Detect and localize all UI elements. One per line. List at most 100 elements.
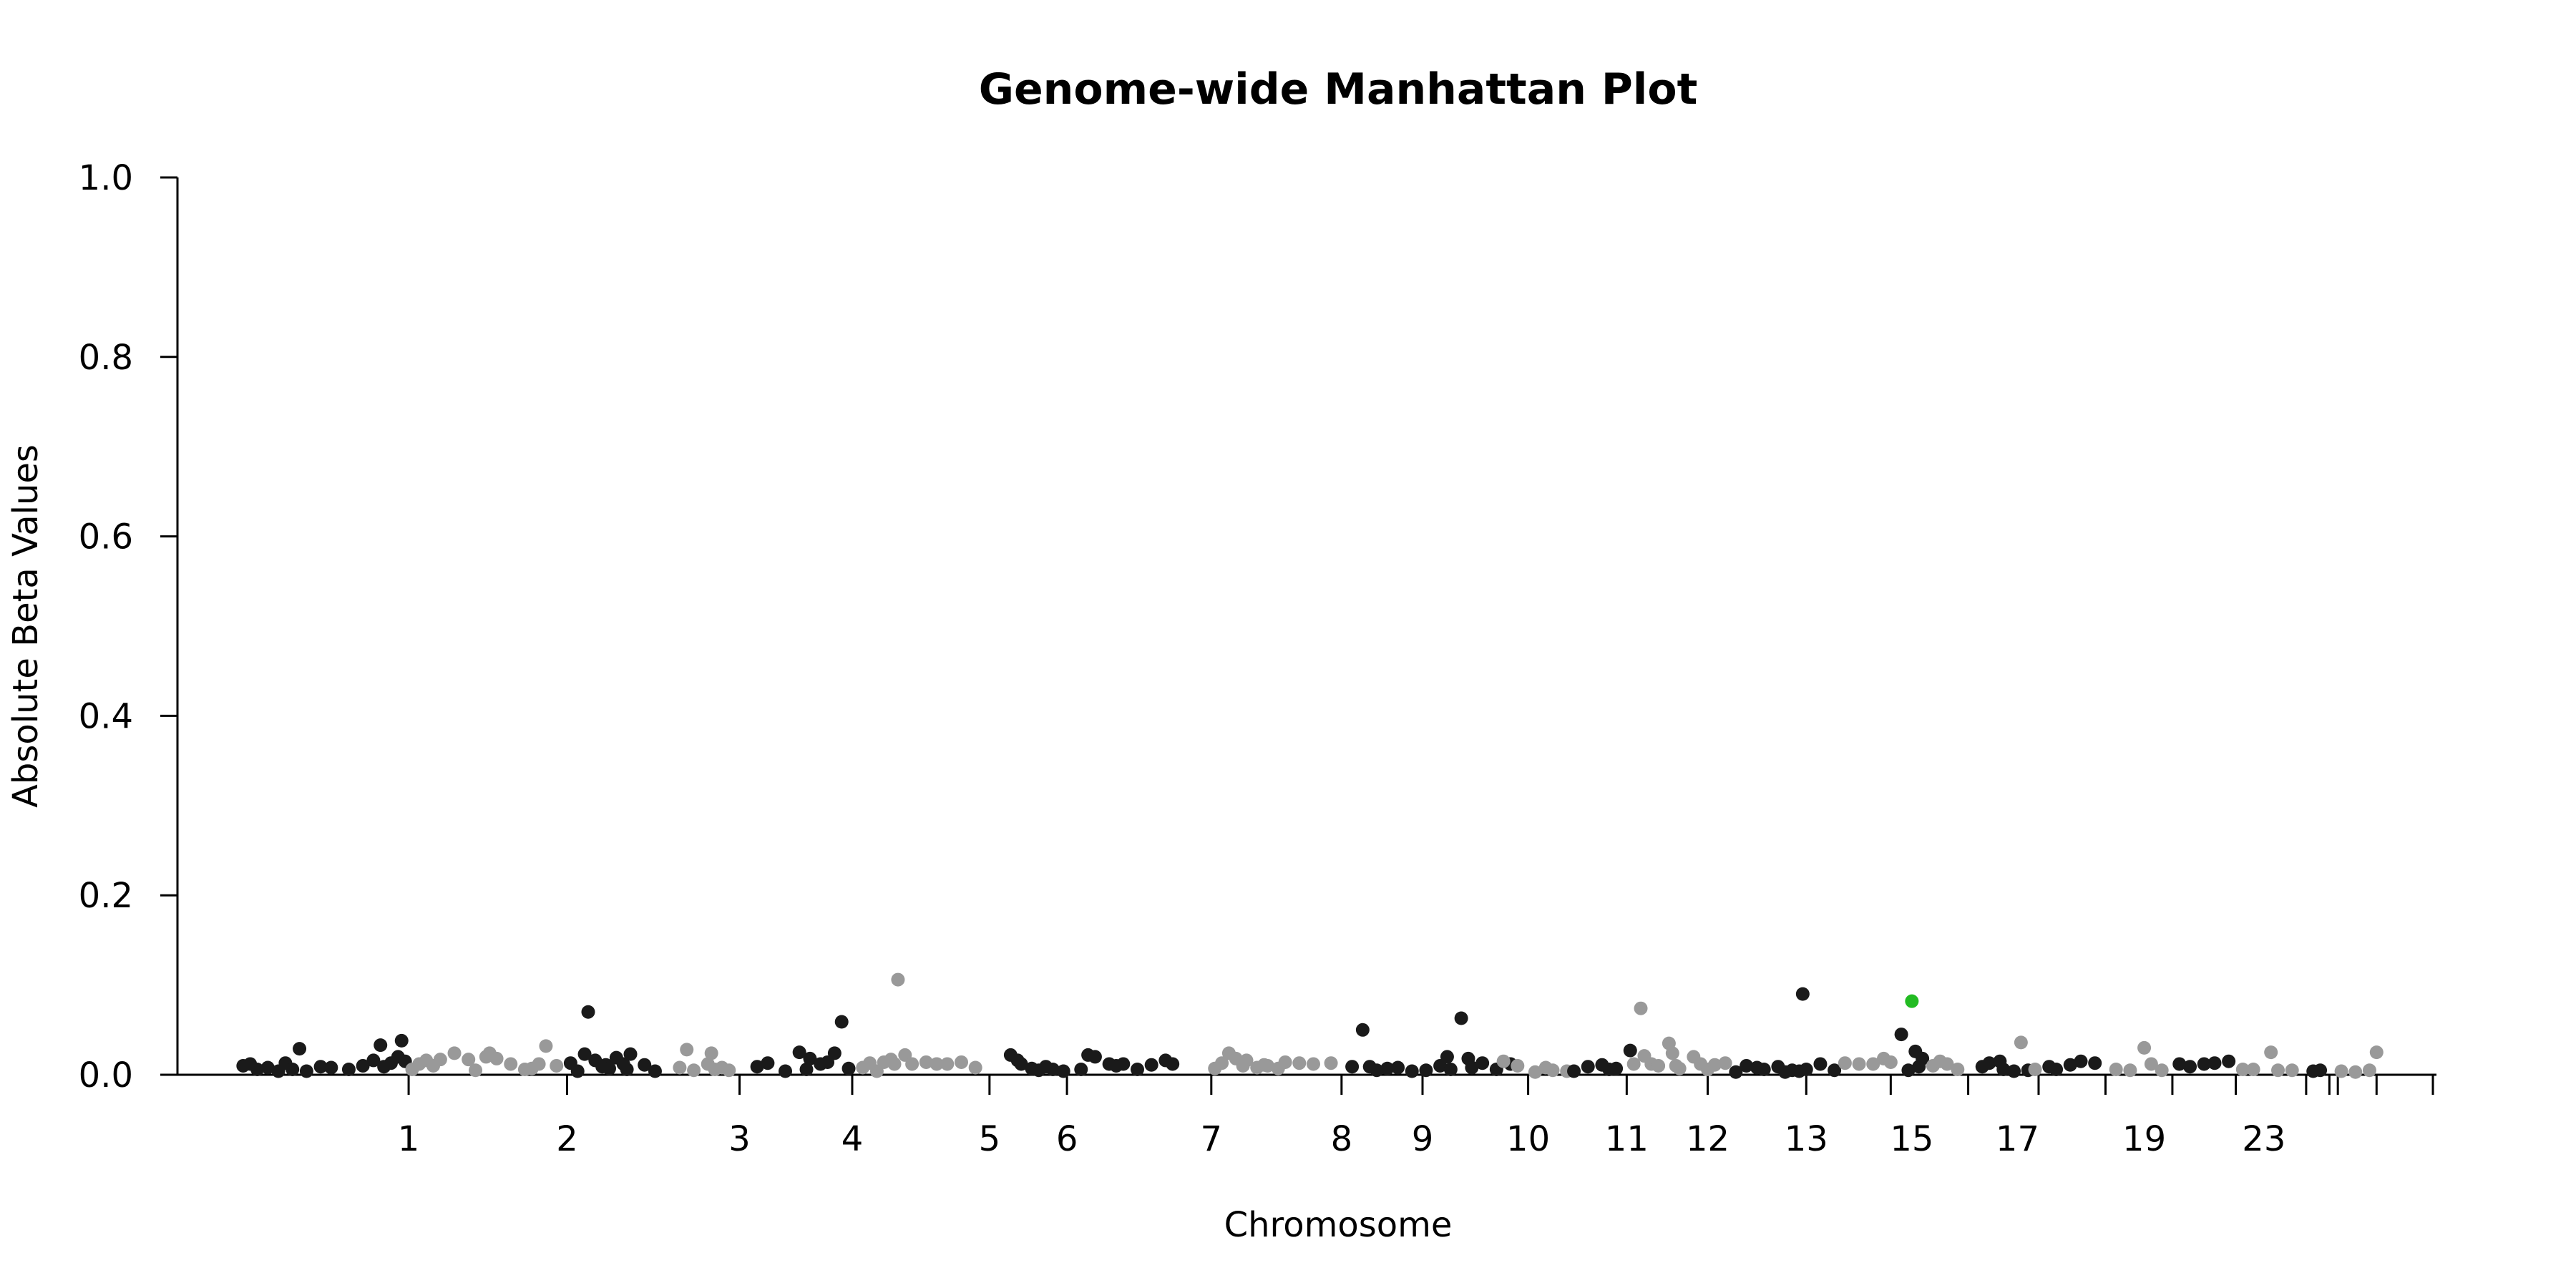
data-point (891, 972, 905, 987)
x-tick-label: 4 (841, 1119, 864, 1159)
data-point (1261, 1058, 1275, 1073)
data-point (827, 1046, 841, 1060)
data-point (602, 1061, 617, 1075)
data-point (299, 1064, 313, 1078)
x-axis-ticks: 1 2 3 4 5 6 7 8 9 10 11 12 13 15 17 19 23 (398, 1075, 2434, 1159)
data-point (539, 1039, 553, 1053)
data-point (341, 1062, 356, 1076)
data-point (1419, 1063, 1433, 1078)
data-point (2183, 1060, 2197, 1074)
x-tick-label: 19 (2122, 1119, 2166, 1159)
data-point (799, 1062, 814, 1076)
y-tick-label: 1.0 (79, 158, 133, 198)
data-point (638, 1058, 652, 1072)
y-tick-label: 0.2 (79, 876, 133, 916)
x-tick-label: 15 (1890, 1119, 1933, 1159)
data-point (1982, 1056, 1996, 1070)
data-point (620, 1062, 634, 1076)
data-point (2014, 1035, 2028, 1050)
x-tick-label: 3 (728, 1119, 751, 1159)
data-point (469, 1063, 483, 1078)
data-point (260, 1060, 275, 1075)
data-point (2348, 1065, 2363, 1079)
data-point (722, 1063, 736, 1078)
data-point (1440, 1050, 1454, 1064)
data-point (1144, 1058, 1158, 1072)
data-point (1306, 1057, 1320, 1071)
x-tick-label: 11 (1605, 1119, 1649, 1159)
data-point (930, 1057, 944, 1071)
data-points (236, 972, 2384, 1079)
data-point (1475, 1056, 1490, 1070)
data-point (2207, 1056, 2222, 1070)
data-point (1652, 1058, 1666, 1073)
y-axis-label: Absolute Beta Values (6, 444, 46, 808)
data-point (1567, 1064, 1581, 1078)
data-point (2144, 1057, 2158, 1071)
data-point (1866, 1057, 1880, 1071)
data-point (2369, 1045, 2384, 1060)
highlight-point (1905, 994, 1919, 1008)
data-point (1623, 1043, 1637, 1058)
data-point (1239, 1053, 1254, 1068)
x-tick-label: 13 (1785, 1119, 1828, 1159)
x-tick-label: 10 (1506, 1119, 1550, 1159)
data-point (250, 1062, 265, 1076)
data-point (1901, 1063, 1916, 1078)
data-point (1292, 1056, 1307, 1070)
data-point (673, 1060, 687, 1075)
data-point (313, 1060, 328, 1074)
x-tick-label: 8 (1331, 1119, 1353, 1159)
data-point (581, 1005, 595, 1019)
data-point (1740, 1058, 1754, 1073)
y-tick-label: 0.6 (79, 517, 133, 557)
data-point (841, 1061, 856, 1075)
data-point (489, 1051, 504, 1065)
data-point (1528, 1065, 1542, 1079)
y-tick-label: 0.8 (79, 338, 133, 378)
data-point (1672, 1061, 1687, 1075)
data-point (1665, 1046, 1679, 1060)
data-point (1996, 1062, 2011, 1076)
data-point (2137, 1040, 2152, 1055)
data-point (1278, 1055, 1292, 1069)
data-point (2028, 1062, 2042, 1076)
data-point (286, 1062, 300, 1076)
data-point (577, 1047, 592, 1061)
chart-title: Genome-wide Manhattan Plot (979, 64, 1698, 114)
x-tick-label: 7 (1201, 1119, 1223, 1159)
data-point (1014, 1057, 1028, 1071)
data-point (1355, 1023, 1370, 1037)
data-point (2197, 1057, 2211, 1071)
data-point (1454, 1011, 1468, 1025)
data-point (1757, 1062, 1771, 1076)
data-point (1813, 1057, 1828, 1071)
data-point (1380, 1061, 1395, 1075)
data-point (1894, 1028, 1908, 1042)
data-point (1443, 1062, 1458, 1076)
data-point (1324, 1056, 1338, 1070)
data-point (2109, 1062, 2123, 1076)
data-point (1951, 1062, 1965, 1076)
data-point (2285, 1063, 2299, 1078)
data-point (2271, 1063, 2285, 1078)
data-point (570, 1064, 585, 1078)
data-point (1609, 1061, 1624, 1075)
y-axis-ticks: 0.0 0.2 0.4 0.6 0.8 1.0 (79, 158, 177, 1096)
data-point (1883, 1055, 1898, 1069)
data-point (1581, 1060, 1595, 1074)
data-point (366, 1053, 381, 1068)
data-point (324, 1060, 338, 1075)
data-point (1634, 1001, 1648, 1015)
data-point (2313, 1063, 2328, 1078)
data-point (2172, 1057, 2187, 1071)
x-tick-label: 6 (1056, 1119, 1078, 1159)
data-point (1718, 1056, 1732, 1070)
data-point (2264, 1045, 2278, 1060)
data-point (1828, 1063, 1842, 1078)
y-tick-label: 0.4 (79, 696, 133, 736)
data-point (532, 1057, 546, 1071)
data-point (968, 1060, 982, 1075)
data-point (1940, 1057, 1954, 1071)
data-point (462, 1053, 476, 1067)
